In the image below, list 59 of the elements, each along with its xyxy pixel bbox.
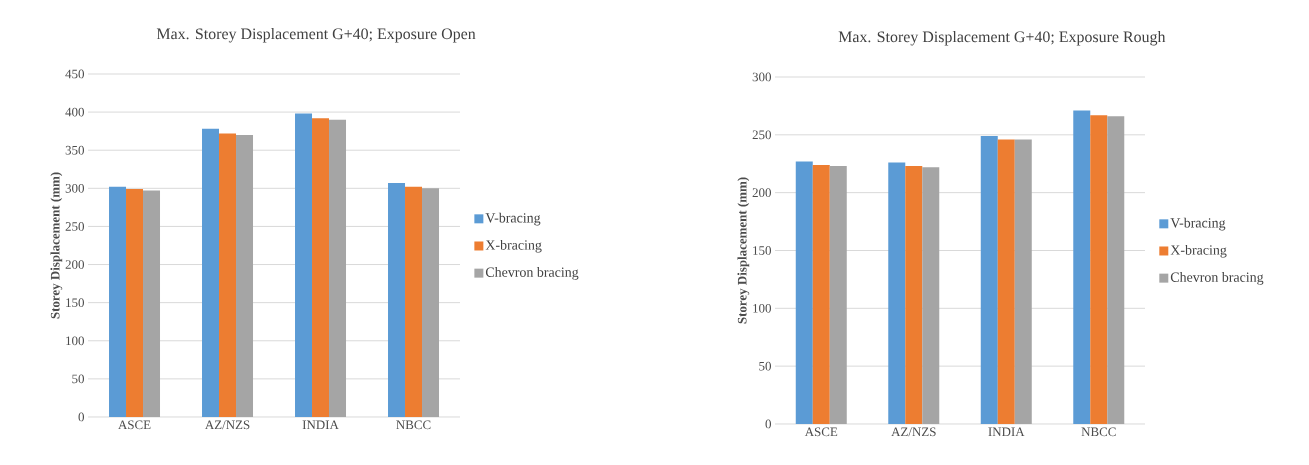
bar	[295, 113, 313, 417]
bar	[1014, 139, 1032, 424]
bar	[219, 133, 237, 417]
y-tick-label: 150	[753, 246, 772, 255]
bar	[922, 167, 940, 424]
chart-title: Max. Storey Displacement G+40; Exposure Rough	[838, 30, 1166, 46]
y-tick-label: 200	[752, 188, 772, 198]
y-tick-label: 400	[65, 107, 85, 117]
y-tick-label: 100	[753, 303, 772, 313]
x-tick-label: INDIA	[988, 427, 1025, 437]
y-tick-label: 300	[65, 183, 85, 193]
x-tick-label: ASCE	[804, 427, 838, 437]
y-tick-label: 50	[759, 361, 772, 371]
x-tick-label: NBCC	[1081, 427, 1116, 437]
bar	[109, 186, 127, 417]
bar	[1090, 115, 1108, 424]
bar	[143, 190, 161, 417]
bar	[980, 135, 998, 424]
legend-label: V-bracing	[1170, 217, 1226, 231]
x-tick-label: NBCC	[396, 420, 431, 430]
legend-label: Chevron bracing	[1170, 272, 1264, 285]
y-tick-label: 200	[65, 260, 85, 269]
legend-label: Chevron bracing	[485, 267, 579, 280]
y-tick-label: 0	[78, 412, 85, 422]
x-tick-label: AZ/NZS	[204, 420, 250, 430]
bar	[236, 134, 254, 417]
legend-label: V-bracing	[485, 212, 541, 226]
bar	[812, 164, 830, 424]
bar	[1107, 116, 1125, 424]
y-tick-label: 50	[72, 374, 85, 384]
y-tick-label: 300	[752, 72, 772, 82]
bar	[888, 162, 906, 424]
x-tick-label: ASCE	[118, 420, 151, 430]
chart-title: Max. Storey Displacement G+40; Exposure Open	[156, 27, 476, 43]
y-tick-label: 0	[765, 419, 772, 429]
bar	[829, 166, 847, 424]
bar	[405, 186, 423, 417]
y-tick-label: 350	[65, 145, 85, 155]
bar	[997, 139, 1015, 424]
y-tick-label: 450	[65, 69, 85, 79]
bar	[1073, 110, 1091, 424]
bar	[795, 161, 813, 424]
x-tick-label: AZ/NZS	[891, 427, 936, 437]
y-tick-label: 250	[65, 222, 85, 231]
bar	[312, 118, 330, 417]
y-tick-label: 250	[752, 130, 772, 140]
bar	[422, 188, 440, 417]
y-tick-label: 100	[66, 336, 85, 346]
y-axis-title: Storey Displacement (mm)	[50, 172, 63, 319]
y-axis-title: Storey Displacement (mm)	[737, 177, 750, 324]
bar	[202, 128, 220, 417]
bar	[126, 189, 144, 417]
bar	[905, 166, 923, 424]
bar	[388, 182, 406, 417]
x-tick-label: INDIA	[302, 420, 339, 430]
bar	[329, 119, 347, 417]
legend-label: X-bracing	[485, 239, 542, 253]
y-tick-label: 150	[66, 298, 85, 308]
legend-label: X-bracing	[1170, 244, 1227, 258]
